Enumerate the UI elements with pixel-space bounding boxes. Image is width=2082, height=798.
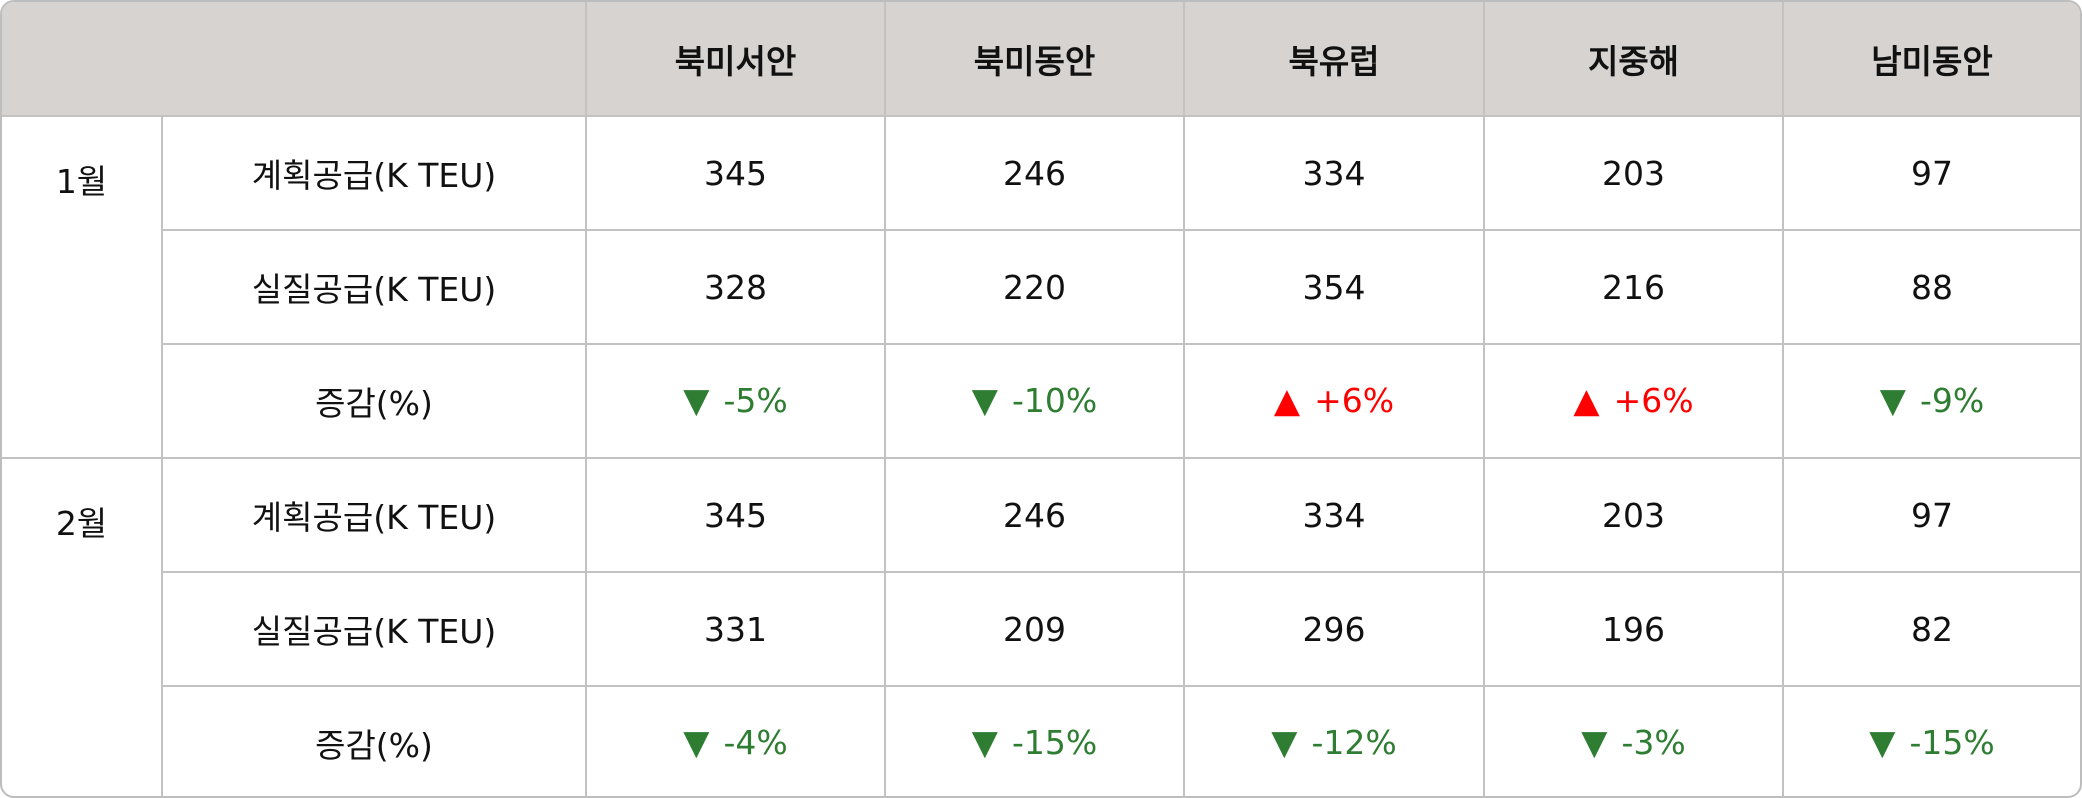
value-cell: 345	[585, 115, 886, 231]
change-cell: ▼ -5%	[585, 343, 886, 459]
triangle-down-icon: ▼	[683, 723, 710, 763]
change-cell: ▼ -10%	[884, 343, 1185, 459]
table-row: 증감(%) ▼ -4% ▼ -15% ▼ -12% ▼ -3% ▼ -15%	[2, 685, 2080, 796]
header-region: 지중해	[1483, 2, 1784, 117]
value-cell: 82	[1782, 571, 2080, 687]
table-row: 실질공급(K TEU) 331 209 296 196 82	[2, 571, 2080, 687]
triangle-down-icon: ▼	[1869, 723, 1896, 763]
change-cell: ▼ -12%	[1183, 685, 1485, 796]
header-region: 북유럽	[1183, 2, 1485, 117]
change-value: -10%	[1011, 381, 1098, 420]
value-cell: 345	[585, 457, 886, 573]
row-label: 증감(%)	[162, 685, 587, 796]
header-row: 북미서안 북미동안 북유럽 지중해 남미동안	[2, 2, 2080, 117]
change-cell: ▼ -3%	[1483, 685, 1784, 796]
change-value: -3%	[1621, 723, 1686, 762]
triangle-down-icon: ▼	[971, 381, 998, 421]
table-row: 실질공급(K TEU) 328 220 354 216 88	[2, 229, 2080, 345]
row-label: 증감(%)	[162, 343, 587, 459]
value-cell: 328	[585, 229, 886, 345]
value-cell: 246	[884, 457, 1185, 573]
value-cell: 203	[1483, 115, 1784, 231]
month-label: 1월	[2, 115, 163, 459]
header-corner	[2, 2, 587, 117]
change-cell: ▼ -15%	[884, 685, 1185, 796]
change-cell: ▼ -15%	[1782, 685, 2080, 796]
triangle-down-icon: ▼	[1879, 381, 1906, 421]
change-value: -5%	[723, 381, 788, 420]
value-cell: 220	[884, 229, 1185, 345]
value-cell: 334	[1183, 115, 1485, 231]
value-cell: 88	[1782, 229, 2080, 345]
row-label: 계획공급(K TEU)	[161, 457, 587, 573]
change-cell: ▲ +6%	[1183, 343, 1485, 459]
table-row: 2월 계획공급(K TEU) 345 246 334 203 97	[2, 457, 2080, 796]
value-cell: 97	[1782, 457, 2080, 573]
value-cell: 354	[1183, 229, 1485, 345]
table-row: 1월 계획공급(K TEU) 345 246 334 203 97	[2, 115, 2080, 459]
month-label: 2월	[2, 457, 163, 796]
header-region: 북미서안	[585, 2, 886, 117]
triangle-down-icon: ▼	[971, 723, 998, 763]
triangle-down-icon: ▼	[683, 381, 710, 421]
value-cell: 209	[884, 571, 1185, 687]
triangle-down-icon: ▼	[1271, 723, 1298, 763]
triangle-up-icon: ▲	[1273, 381, 1301, 421]
row-label: 계획공급(K TEU)	[161, 115, 587, 231]
triangle-down-icon: ▼	[1581, 723, 1608, 763]
triangle-up-icon: ▲	[1573, 381, 1600, 421]
change-value: -4%	[723, 723, 788, 762]
value-cell: 296	[1183, 571, 1485, 687]
change-cell: ▼ -4%	[585, 685, 886, 796]
change-cell: ▼ -9%	[1782, 343, 2080, 459]
row-label: 실질공급(K TEU)	[162, 229, 587, 345]
change-cell: ▲ +6%	[1483, 343, 1784, 459]
value-cell: 196	[1483, 571, 1784, 687]
table-row: 증감(%) ▼ -5% ▼ -10% ▲ +6% ▲ +6% ▼ -9%	[2, 343, 2080, 459]
header-region: 북미동안	[884, 2, 1185, 117]
header-region: 남미동안	[1782, 2, 2080, 117]
change-value: -12%	[1311, 723, 1397, 762]
value-cell: 334	[1183, 457, 1485, 573]
value-cell: 331	[585, 571, 886, 687]
change-value: +6%	[1314, 381, 1395, 420]
row-label: 실질공급(K TEU)	[162, 571, 587, 687]
value-cell: 203	[1483, 457, 1784, 573]
change-value: -15%	[1909, 723, 1995, 762]
change-value: -15%	[1011, 723, 1098, 762]
value-cell: 216	[1483, 229, 1784, 345]
change-value: -9%	[1919, 381, 1985, 420]
change-value: +6%	[1613, 381, 1694, 420]
value-cell: 246	[884, 115, 1185, 231]
value-cell: 97	[1782, 115, 2080, 231]
